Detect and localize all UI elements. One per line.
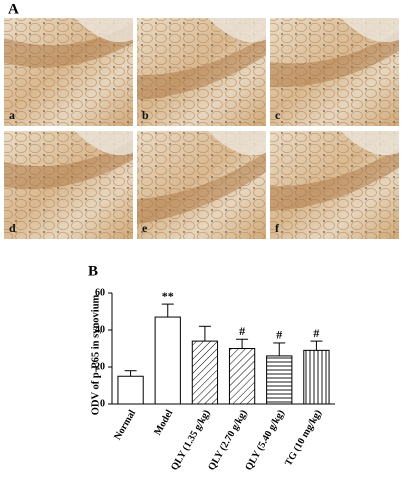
significance-label: # [239, 324, 245, 338]
tissue-band [270, 147, 399, 211]
pale-region [340, 18, 399, 43]
tissue-band [137, 35, 266, 101]
micrograph: f [270, 131, 399, 239]
tissue-band [4, 23, 133, 68]
micrograph: d [4, 131, 133, 239]
significance-label: # [276, 328, 282, 342]
pale-region [340, 131, 399, 156]
x-tick-label: TG (10 mg/kg) [283, 408, 324, 468]
image-label: e [142, 221, 148, 235]
micrograph: b [137, 18, 266, 126]
y-axis-label: ODV of p-P65 in synovium [90, 294, 101, 415]
image-label: d [9, 221, 16, 235]
significance-label: ** [162, 289, 174, 303]
micrograph: a [4, 18, 133, 126]
tissue-band [270, 31, 399, 88]
x-tick-label: QLY (1.35 g/kg) [169, 408, 212, 472]
y-tick-label: 60 [95, 287, 105, 298]
x-tick-label: Model [152, 408, 175, 437]
pale-region [74, 131, 133, 156]
bar [266, 355, 293, 405]
micrograph: e [137, 131, 266, 239]
x-tick-label: QLY (2.70 g/kg) [206, 408, 249, 472]
x-tick-label: QLY (5.40 g/kg) [243, 408, 286, 472]
bar [191, 340, 219, 405]
bar [117, 375, 144, 405]
image-label: b [142, 108, 149, 122]
y-tick-label: 0 [100, 398, 105, 409]
image-label: f [275, 221, 280, 235]
x-tick-label: Normal [112, 408, 138, 442]
pale-region [207, 18, 266, 43]
y-tick-label: 20 [95, 361, 105, 372]
y-tick-label: 40 [95, 324, 105, 335]
significance-label: # [313, 326, 319, 340]
panel-label: B [88, 263, 98, 279]
tissue-band [4, 139, 133, 189]
image-label: a [9, 108, 15, 122]
pale-region [207, 131, 266, 156]
bar [228, 348, 256, 405]
bar [303, 349, 330, 405]
tissue-band [137, 152, 266, 224]
pale-region [74, 18, 133, 43]
bar [154, 316, 181, 405]
micrograph: c [270, 18, 399, 126]
image-label: c [275, 108, 281, 122]
panel-label: A [8, 1, 19, 17]
